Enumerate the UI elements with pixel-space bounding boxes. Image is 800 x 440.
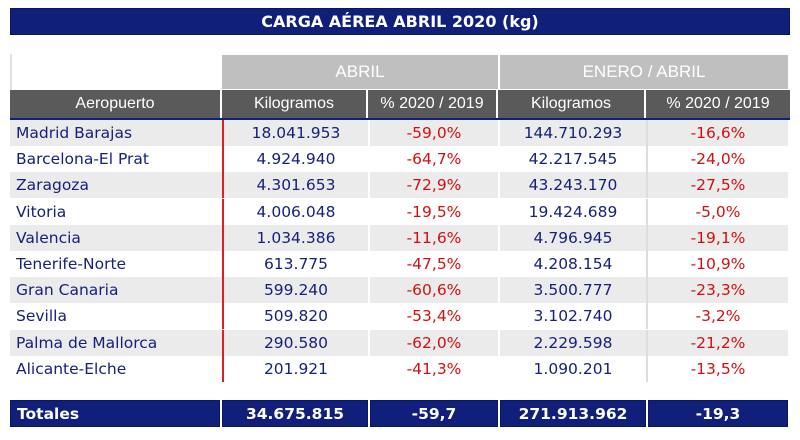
airport-name: Vitoria: [16, 202, 67, 221]
column-header-pct-abril: % 2020 / 2019: [368, 90, 498, 118]
pct-acum: -5,0%: [646, 198, 788, 225]
totals-pct-abril: -59,7: [370, 400, 498, 427]
airport-name: Madrid Barajas: [16, 124, 133, 142]
table-row: Tenerife-Norte 613.775 -47,5% 4.208.154 -10,…: [10, 251, 788, 277]
totals-pct-acum: -19,3: [648, 400, 788, 427]
pct-acum: -24,0%: [646, 146, 788, 173]
kilogramos-abril: 599.240: [222, 277, 368, 304]
kilogramos-abril: 1.034.386: [222, 224, 368, 251]
table-row: Vitoria 4.006.048 -19,5% 19.424.689 -5,0%: [10, 198, 788, 225]
table-title: CARGA AÉREA ABRIL 2020 (kg): [10, 8, 790, 35]
table-row: Zaragoza 4.301.653 -72,9% 43.243.170 -27,5%: [10, 172, 788, 199]
column-header-aeropuerto: Aeropuerto: [10, 90, 222, 118]
kilogramos-abril: 509.820: [222, 303, 368, 330]
pct-acum: -16,6%: [646, 120, 788, 146]
pct-acum: -3,2%: [646, 303, 788, 330]
kilogramos-acum: 19.424.689: [498, 198, 646, 225]
totals-kilogramos-abril: 34.675.815: [222, 400, 368, 427]
table-row: Barcelona-El Prat 4.924.940 -64,7% 42.217.5…: [10, 146, 788, 173]
kilogramos-acum: 4.208.154: [498, 251, 646, 277]
kilogramos-acum: 42.217.545: [498, 146, 646, 173]
pct-abril: -19,5%: [368, 198, 498, 225]
airport-name: Zaragoza: [16, 176, 89, 195]
kilogramos-abril: 4.006.048: [222, 198, 368, 225]
table-row: Palma de Mallorca 290.580 -62,0% 2.229.598-…: [10, 329, 788, 356]
column-header-pct-acum: % 2020 / 2019: [646, 90, 790, 118]
group-header-abril: ABRIL: [222, 55, 498, 89]
table-row: Valencia 1.034.386 -11,6% 4.796.945 -19,1%: [10, 224, 788, 251]
pct-acum: -10,9%: [646, 251, 788, 277]
kilogramos-acum: 3.500.777: [498, 277, 646, 304]
pct-acum: -27,5%: [646, 172, 788, 199]
table-row: Gran Canaria 599.240 -60,6% 3.500.777 -23,3%: [10, 277, 788, 304]
pct-acum: -13,5%: [646, 355, 788, 382]
kilogramos-abril: 4.924.940: [222, 146, 368, 173]
divider: [10, 54, 12, 118]
pct-abril: -53,4%: [368, 303, 498, 330]
pct-acum: -21,2%: [646, 329, 788, 356]
kilogramos-acum: 144.710.293: [498, 120, 646, 146]
kilogramos-acum: 43.243.170: [498, 172, 646, 199]
kilogramos-abril: 18.041.953: [222, 120, 368, 146]
pct-acum: -19,1%: [646, 224, 788, 251]
table-row: Sevilla 509.820 -53,4% 3.102.740 -3,2%: [10, 303, 788, 330]
pct-abril: -64,7%: [368, 146, 498, 173]
table-row: Madrid Barajas 18.041.953 -59,0% 144.710.29…: [10, 120, 788, 146]
pct-abril: -11,6%: [368, 224, 498, 251]
column-header-kilogramos-acum: Kilogramos: [498, 90, 646, 118]
kilogramos-abril: 290.580: [222, 329, 368, 356]
kilogramos-abril: 201.921: [222, 355, 368, 382]
group-header-enero-abril: ENERO / ABRIL: [500, 55, 788, 89]
kilogramos-acum: 1.090.201: [498, 355, 646, 382]
kilogramos-acum: 3.102.740: [498, 303, 646, 330]
airport-name: Alicante-Elche: [16, 359, 127, 378]
airport-name: Sevilla: [16, 307, 67, 326]
table-row: Alicante-Elche 201.921 -41,3% 1.090.201 -13,…: [10, 355, 788, 382]
airport-name: Barcelona-El Prat: [16, 150, 149, 169]
pct-abril: -60,6%: [368, 277, 498, 304]
kilogramos-abril: 4.301.653: [222, 172, 368, 199]
pct-abril: -72,9%: [368, 172, 498, 199]
kilogramos-abril: 613.775: [222, 251, 368, 277]
airport-name: Tenerife-Norte: [16, 255, 127, 273]
totals-kilogramos-acum: 271.913.962: [500, 400, 646, 427]
kilogramos-acum: 2.229.598: [498, 329, 646, 356]
pct-abril: -41,3%: [368, 355, 498, 382]
pct-abril: -62,0%: [368, 329, 498, 356]
pct-abril: -47,5%: [368, 251, 498, 277]
pct-acum: -23,3%: [646, 277, 788, 304]
column-header-kilogramos-abril: Kilogramos: [222, 90, 368, 118]
kilogramos-acum: 4.796.945: [498, 224, 646, 251]
airport-name: Palma de Mallorca: [16, 333, 158, 352]
divider: [10, 118, 790, 120]
airport-name: Valencia: [16, 228, 81, 247]
pct-abril: -59,0%: [368, 120, 498, 146]
totals-label: Totales: [10, 400, 220, 427]
airport-name: Gran Canaria: [16, 281, 119, 300]
